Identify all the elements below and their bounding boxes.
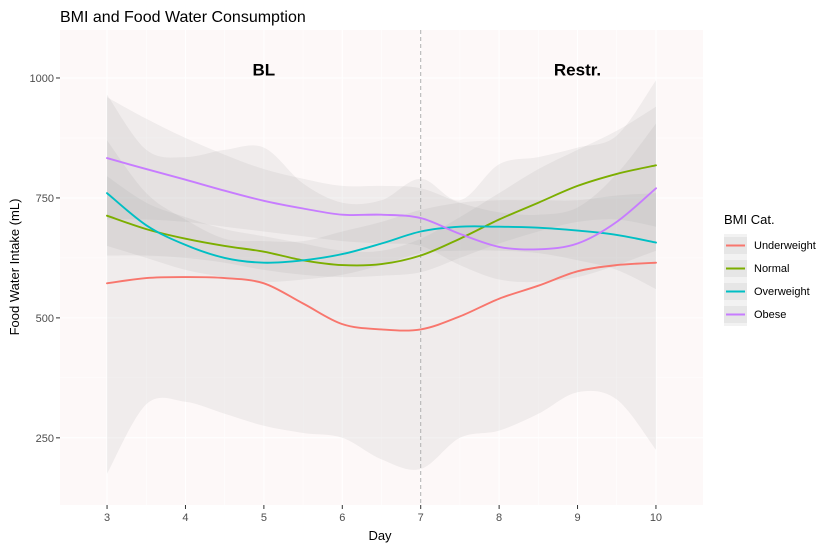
x-tick-label: 4 — [182, 512, 188, 524]
chart-title: BMI and Food Water Consumption — [60, 9, 306, 26]
confidence-band-obese — [107, 97, 656, 283]
y-axis: 250 500 750 1000 — [30, 73, 60, 445]
phase-label-bl: BL — [253, 60, 276, 79]
legend-title: BMI Cat. — [724, 212, 775, 227]
legend-label-obese: Obese — [754, 309, 786, 321]
y-tick-label: 250 — [36, 433, 54, 445]
annotations: BL Restr. — [253, 60, 602, 79]
confidence-band-normal — [107, 106, 656, 278]
x-tick-label: 9 — [574, 512, 580, 524]
series-line-normal — [106, 164, 657, 267]
y-axis-title: Food Water Intake (mL) — [7, 199, 22, 336]
x-tick-label: 10 — [650, 512, 662, 524]
series-line-obese — [106, 157, 657, 251]
grid — [60, 30, 703, 505]
x-tick-label: 3 — [104, 512, 110, 524]
phase-label-restr: Restr. — [554, 60, 601, 79]
series-line-overweight — [106, 192, 657, 264]
confidence-band-underweight — [107, 80, 656, 474]
x-tick-label: 6 — [339, 512, 345, 524]
legend-label-underweight: Underweight — [754, 240, 816, 252]
series-lines — [106, 157, 657, 332]
y-tick-label: 750 — [36, 193, 54, 205]
x-tick-label: 7 — [418, 512, 424, 524]
confidence-band-overweight — [107, 140, 656, 290]
legend: BMI Cat. Underweight Normal Overweight Obes… — [724, 212, 816, 326]
confidence-bands — [107, 80, 656, 474]
x-tick-label: 5 — [261, 512, 267, 524]
x-axis-title: Day — [368, 528, 392, 543]
legend-label-overweight: Overweight — [754, 286, 810, 298]
y-tick-label: 500 — [36, 313, 54, 325]
x-tick-label: 8 — [496, 512, 502, 524]
series-line-underweight — [106, 261, 657, 332]
y-tick-label: 1000 — [30, 73, 54, 85]
x-axis: 3 4 5 6 7 8 9 10 — [104, 505, 662, 524]
legend-label-normal: Normal — [754, 263, 789, 275]
